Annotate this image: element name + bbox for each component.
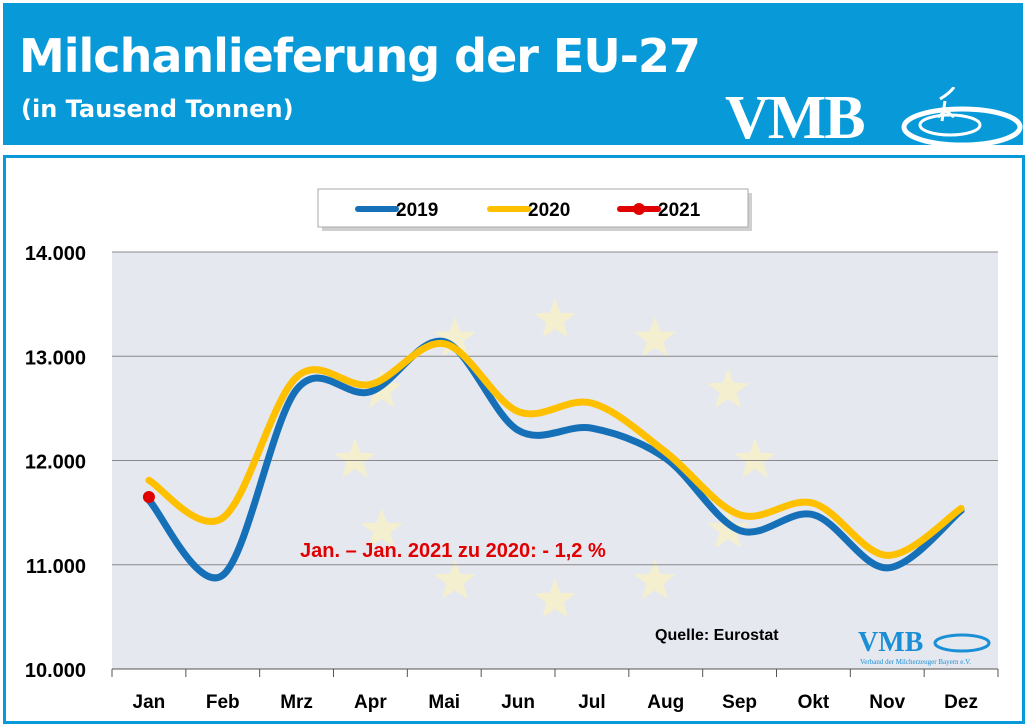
- eu-star-icon: [707, 368, 750, 408]
- y-tick-label: 13.000: [25, 347, 86, 369]
- vmb-logo: VMB: [725, 83, 1023, 154]
- eu-star-icon: [360, 508, 403, 548]
- x-tick-label: Dez: [944, 692, 978, 713]
- annotation-text: Jan. – Jan. 2021 zu 2020: - 1,2 %: [300, 540, 606, 562]
- y-tick-label: 11.000: [26, 556, 86, 578]
- eu-star-icon: [434, 559, 476, 599]
- x-tick-label: Apr: [354, 692, 387, 713]
- x-tick-label: Feb: [206, 692, 240, 713]
- x-tick-label: Aug: [647, 692, 684, 713]
- header-banner: Milchanlieferung der EU-27 (in Tausend T…: [3, 3, 1023, 152]
- x-tick-label: Jan: [133, 692, 166, 713]
- eu-star-icon: [434, 316, 476, 357]
- legend-marker-2021: [633, 203, 645, 215]
- vmb-small-logo: VMB: [858, 627, 923, 658]
- x-tick-label: Nov: [869, 692, 905, 713]
- x-tick-label: Jun: [501, 692, 535, 713]
- eu-star-icon: [334, 438, 376, 478]
- vmb-small-logo-subtitle: Verband der Milcherzeuger Bayern e.V.: [860, 658, 971, 666]
- series-line-2020: [145, 340, 965, 559]
- eu-star-icon: [534, 298, 576, 338]
- x-tick-label: Okt: [798, 692, 830, 713]
- y-tick-label: 10.000: [25, 660, 86, 682]
- page-subtitle: (in Tausend Tonnen): [21, 95, 294, 123]
- y-tick-label: 14.000: [25, 243, 86, 265]
- eu-star-icon: [734, 438, 776, 478]
- x-tick-label: Sep: [722, 692, 757, 713]
- eu-star-icon: [634, 559, 676, 599]
- vmb-logo-swirl-icon: [901, 87, 1023, 148]
- legend-label-2021: 2021: [658, 200, 701, 221]
- eu-star-icon: [634, 316, 676, 357]
- source-text: Quelle: Eurostat: [655, 627, 779, 644]
- series-point-2021: [142, 490, 155, 503]
- page-title: Milchanlieferung der EU-27: [19, 29, 701, 83]
- x-tick-label: Jul: [578, 692, 605, 713]
- legend-label-2019: 2019: [396, 200, 438, 221]
- eu-star-icon: [534, 578, 576, 618]
- x-tick-label: Mrz: [280, 692, 313, 713]
- y-tick-label: 12.000: [25, 452, 86, 474]
- legend-label-2020: 2020: [528, 200, 570, 221]
- series-line-2019: [145, 337, 965, 582]
- x-tick-label: Mai: [428, 692, 460, 713]
- vmb-small-swirl-icon: [933, 633, 991, 653]
